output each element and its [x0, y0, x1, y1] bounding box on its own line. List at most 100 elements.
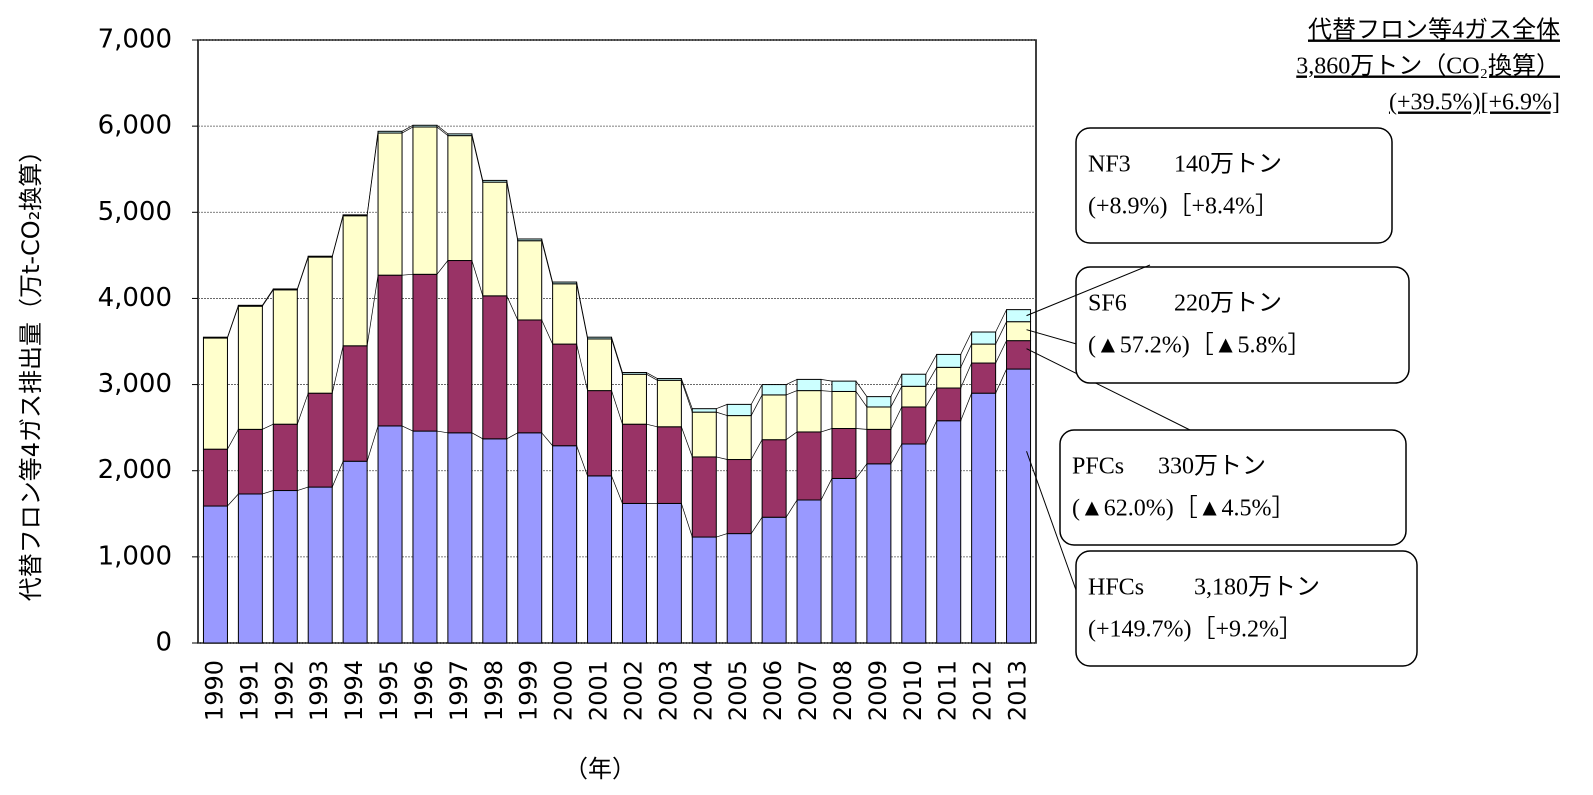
callout-change: (+8.9%)［+8.4%］ [1088, 193, 1279, 220]
bar-segment [796, 499, 822, 644]
bar-segment [237, 304, 263, 307]
connector [890, 386, 903, 408]
connector [995, 321, 1007, 345]
connector [227, 305, 239, 338]
x-tick-label: 2001 [585, 660, 613, 721]
bar-segment [202, 505, 228, 644]
connector [646, 372, 658, 379]
x-tick-label: 1996 [410, 660, 438, 721]
connector [925, 354, 938, 375]
bar-segment [377, 132, 403, 276]
y-tick-label: 0 [155, 628, 172, 658]
bar-segment [237, 428, 263, 495]
connector [471, 135, 484, 183]
callout-amount: 330万トン [1158, 454, 1266, 480]
bar-segment [726, 415, 752, 461]
connector [960, 362, 972, 389]
bar-segment [377, 425, 403, 644]
callout-name: PFCs [1072, 454, 1124, 480]
connector [925, 420, 938, 445]
connector [785, 390, 798, 396]
bar-segment [517, 238, 543, 242]
callout-box [1075, 550, 1418, 667]
bar-segment [342, 345, 368, 462]
bar-segment [831, 390, 857, 430]
connector [227, 493, 239, 507]
x-tick-label: 2002 [619, 660, 647, 721]
bar-segment [307, 392, 333, 488]
bar-segment [517, 432, 543, 644]
bar-segment [587, 338, 613, 392]
bar-segment [691, 456, 717, 538]
connector [750, 517, 763, 534]
bar-segment [447, 260, 473, 434]
connector [576, 344, 588, 391]
connector [401, 126, 414, 134]
x-tick-label: 2000 [550, 660, 578, 721]
leader-line [1026, 348, 1191, 431]
bar-segment [621, 373, 647, 425]
connector [436, 125, 449, 135]
connector [681, 380, 693, 413]
bar-segment [412, 273, 438, 432]
bar-segment [517, 319, 543, 434]
callout-amount: 3,180万トン [1194, 575, 1320, 601]
x-tick-label: 1990 [200, 660, 228, 721]
callout-name: SF6 [1088, 291, 1127, 317]
bar-segment [272, 288, 298, 291]
connector [890, 406, 903, 430]
y-tick-label: 6,000 [98, 111, 172, 141]
connector [401, 425, 414, 432]
x-tick-label: 2004 [689, 660, 717, 721]
leader-line [1026, 329, 1081, 346]
bar-segment [621, 423, 647, 504]
x-tick-label: 2010 [899, 660, 927, 721]
bar-segment [866, 406, 892, 430]
x-tick-label: 2007 [794, 660, 822, 721]
bar-segment [796, 431, 822, 501]
connector [366, 275, 379, 346]
connector [436, 260, 449, 275]
bar-segment [866, 463, 892, 644]
x-tick-label: 2013 [1004, 660, 1032, 721]
bar-segment [936, 387, 962, 422]
bar-segment [517, 240, 543, 321]
connector [890, 374, 903, 397]
bar-segment [901, 406, 927, 445]
connector [296, 393, 309, 425]
bar-segment [307, 486, 333, 644]
connector [541, 432, 553, 446]
x-tick-label: 2003 [654, 660, 682, 721]
connector [366, 131, 379, 215]
bar-segment [447, 432, 473, 644]
bar-segment [202, 448, 228, 507]
leader-line [1026, 451, 1077, 591]
connector [506, 432, 518, 440]
bar-segment [412, 430, 438, 644]
y-tick-label: 1,000 [98, 541, 172, 571]
x-axis-label: （年） [564, 755, 636, 783]
bar-segment [691, 536, 717, 644]
bar-segment [587, 336, 613, 340]
y-tick-label: 2,000 [98, 455, 172, 485]
bar-segment [377, 274, 403, 427]
connector [436, 430, 448, 434]
bar-segment [621, 372, 647, 375]
connector [681, 503, 693, 538]
bar-segment [1006, 340, 1032, 370]
bar-segment [726, 533, 752, 644]
connector [820, 428, 833, 433]
connector [471, 133, 484, 181]
connector [366, 425, 379, 462]
bar-segment [482, 295, 508, 440]
y-tick-label: 5,000 [98, 197, 172, 227]
bar-segment [202, 336, 228, 339]
connector [331, 345, 344, 394]
leader-line [1026, 264, 1151, 317]
connector [716, 411, 728, 416]
connector [506, 180, 519, 240]
callout-change: (▲62.0%)［▲4.5%］ [1072, 495, 1295, 522]
connector [855, 391, 868, 408]
y-axis-label: 代替フロン等4ガス排出量（万t-CO₂換算） [17, 139, 45, 602]
connector [785, 379, 798, 385]
